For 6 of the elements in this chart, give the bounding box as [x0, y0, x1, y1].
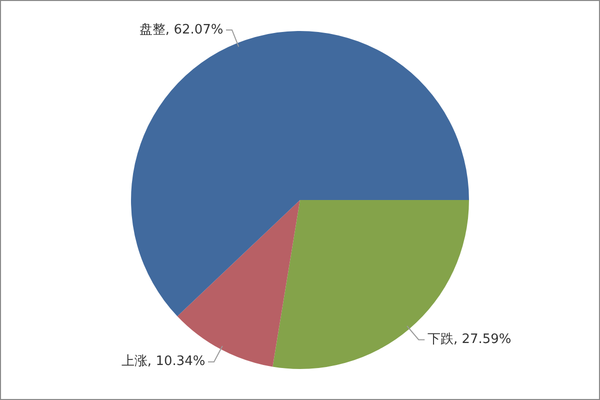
slice-label: 盘整 — [139, 22, 166, 38]
data-label: , 27.59% — [453, 332, 512, 347]
slice-label: 上涨 — [121, 354, 148, 370]
slice-label: 下跌 — [427, 332, 454, 347]
data-label: , 62.07% — [165, 22, 224, 38]
data-label: , 10.34% — [147, 354, 206, 370]
